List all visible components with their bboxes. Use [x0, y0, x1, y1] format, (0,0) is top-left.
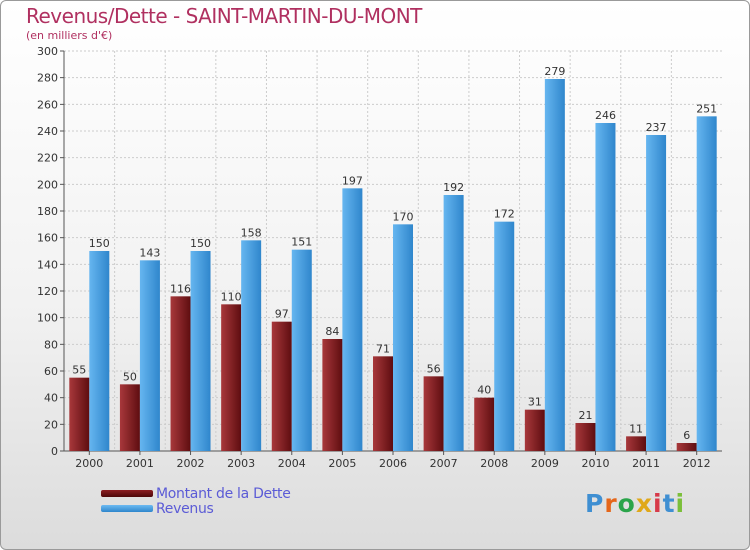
x-tick-label: 2002: [177, 457, 205, 470]
bar-revenus: [89, 251, 110, 451]
data-label-revenus: 279: [544, 65, 565, 78]
logo-letter: t: [662, 489, 676, 518]
x-tick-label: 2007: [430, 457, 458, 470]
bar-dette: [676, 443, 697, 451]
legend-label-revenus: Revenus: [156, 501, 214, 517]
bar-revenus: [595, 123, 616, 451]
bar-revenus: [139, 260, 160, 451]
y-tick-label: 280: [37, 72, 58, 85]
y-tick-label: 220: [37, 152, 58, 165]
y-tick-label: 140: [37, 258, 58, 271]
data-label-revenus: 170: [393, 210, 414, 223]
bar-revenus: [291, 249, 312, 451]
legend-swatch-dette: [101, 490, 153, 497]
x-tick-label: 2006: [379, 457, 407, 470]
legend-swatch-revenus: [101, 505, 153, 512]
bar-revenus: [241, 240, 262, 451]
bar-dette: [119, 384, 140, 451]
bar-revenus: [646, 135, 667, 451]
data-label-dette: 40: [477, 384, 491, 397]
bar-revenus: [494, 221, 515, 451]
bar-dette: [170, 296, 191, 451]
data-label-dette: 116: [170, 282, 191, 295]
legend-label-dette: Montant de la Dette: [156, 486, 291, 502]
y-tick-label: 120: [37, 285, 58, 298]
x-tick-label: 2011: [632, 457, 660, 470]
x-tick-label: 2008: [480, 457, 508, 470]
y-tick-label: 260: [37, 98, 58, 111]
x-tick-label: 2004: [278, 457, 306, 470]
logo-letter: P: [585, 489, 605, 518]
data-label-revenus: 172: [494, 208, 515, 221]
bar-dette: [423, 376, 444, 451]
chart-title: Revenus/Dette - SAINT-MARTIN-DU-MONT: [26, 4, 422, 28]
bar-revenus: [342, 188, 363, 452]
data-label-dette: 21: [578, 409, 592, 422]
y-tick-label: 20: [44, 418, 58, 431]
data-label-revenus: 150: [190, 237, 211, 250]
y-tick-label: 80: [44, 338, 58, 351]
chart-subtitle: (en milliers d'€): [26, 29, 113, 42]
y-tick-label: 100: [37, 312, 58, 325]
data-label-revenus: 150: [89, 237, 110, 250]
data-label-dette: 55: [72, 364, 86, 377]
bar-dette: [373, 356, 393, 451]
y-tick-label: 240: [37, 125, 58, 138]
bar-dette: [322, 339, 343, 451]
y-tick-label: 180: [37, 205, 58, 218]
logo-letter: i: [653, 489, 663, 518]
proxiti-logo: Proxiti: [585, 489, 685, 518]
y-tick-label: 160: [37, 232, 58, 245]
y-tick-label: 0: [51, 445, 58, 458]
x-tick-label: 2003: [227, 457, 255, 470]
data-label-revenus: 197: [342, 174, 363, 187]
bar-revenus: [443, 195, 464, 451]
x-tick-label: 2010: [581, 457, 609, 470]
y-tick-label: 60: [44, 365, 58, 378]
bar-dette: [69, 377, 90, 451]
y-tick-label: 200: [37, 178, 58, 191]
bar-revenus: [190, 251, 211, 451]
data-label-revenus: 151: [291, 236, 312, 249]
data-label-dette: 110: [221, 290, 242, 303]
data-label-revenus: 192: [443, 181, 464, 194]
data-label-dette: 84: [325, 325, 339, 338]
x-tick-label: 2009: [531, 457, 559, 470]
data-label-revenus: 237: [646, 121, 667, 134]
y-tick-label: 40: [44, 392, 58, 405]
data-label-revenus: 246: [595, 109, 616, 122]
x-tick-label: 2000: [75, 457, 103, 470]
x-tick-label: 2001: [126, 457, 154, 470]
data-label-dette: 11: [629, 422, 643, 435]
data-label-dette: 71: [376, 342, 390, 355]
bar-dette: [474, 397, 495, 451]
bar-revenus: [393, 224, 413, 451]
data-label-revenus: 143: [139, 246, 160, 259]
logo-letter: i: [675, 489, 686, 518]
bar-revenus: [544, 79, 565, 451]
bar-revenus: [696, 116, 717, 451]
bar-dette: [221, 304, 242, 451]
logo-letter: r: [604, 489, 618, 518]
bar-dette: [271, 321, 292, 451]
logo-letter: o: [617, 489, 636, 518]
data-label-revenus: 251: [696, 102, 717, 115]
data-label-dette: 50: [123, 370, 137, 383]
data-label-dette: 31: [528, 396, 542, 409]
bar-dette: [524, 409, 545, 451]
data-label-dette: 6: [683, 429, 690, 442]
data-label-dette: 56: [427, 362, 441, 375]
bar-dette: [575, 423, 596, 451]
bar-dette: [626, 436, 647, 451]
y-tick-label: 300: [37, 45, 58, 58]
logo-letter: x: [635, 489, 653, 518]
x-tick-label: 2005: [328, 457, 356, 470]
data-label-revenus: 158: [241, 226, 262, 239]
data-label-dette: 97: [275, 308, 289, 321]
x-tick-label: 2012: [683, 457, 711, 470]
